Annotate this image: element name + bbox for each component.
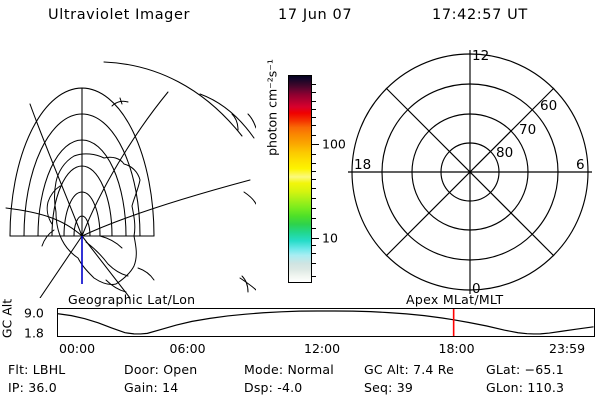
colorbar-minor-tick	[312, 263, 316, 265]
status-value: −65.1	[524, 362, 564, 377]
status-value: Normal	[287, 362, 334, 377]
orbit-altitude-curve-svg	[58, 309, 594, 336]
status-value: 110.3	[527, 380, 565, 395]
mlat-label-80: 80	[496, 145, 513, 161]
orbit-altitude-plot[interactable]: GC Alt 9.0 1.8	[0, 299, 600, 341]
status-label: Mode:	[244, 362, 288, 377]
status-field-gain: Gain: 14	[124, 380, 178, 395]
header-bar: Ultraviolet Imager 17 Jun 07 17:42:57 UT	[0, 4, 600, 30]
mlt-label-6: 6	[576, 157, 585, 173]
colorbar-minor-tick	[312, 228, 316, 230]
status-value: 7.4 Re	[413, 362, 454, 377]
mlat-ring-labels: 60 70 80	[496, 98, 557, 161]
status-value: 14	[162, 380, 179, 395]
status-value: -4.0	[277, 380, 303, 395]
status-field-gcalt: GC Alt: 7.4 Re	[364, 362, 454, 377]
instrument-title: Ultraviolet Imager	[48, 7, 191, 23]
status-field-glon: GLon: 110.3	[486, 380, 564, 395]
coastline-outlines	[41, 97, 249, 293]
colorbar-minor-tick	[312, 197, 316, 199]
colorbar-minor-tick	[312, 108, 316, 110]
status-field-dsp: Dsp: -4.0	[244, 380, 302, 395]
status-field-glat: GLat: −65.1	[486, 362, 564, 377]
status-label: IP:	[8, 380, 29, 395]
mlt-label-0: 0	[472, 281, 481, 297]
orbit-plot-ylabel: GC Alt	[0, 298, 15, 339]
geographic-grid-outer-arcs	[103, 61, 256, 291]
colorbar-minor-tick	[312, 154, 316, 156]
status-value: 39	[396, 380, 414, 395]
geographic-panel-caption: Geographic Lat/Lon	[68, 292, 196, 307]
colorbar-gradient	[289, 76, 311, 282]
geographic-polar-plot[interactable]	[4, 40, 256, 298]
colorbar-minor-tick	[312, 253, 316, 255]
status-field-flt: Flt: LBHL	[8, 362, 65, 377]
orbit-altitude-curve	[58, 310, 594, 335]
colorbar-minor-tick	[312, 92, 316, 94]
time-axis-tick-4: 23:59	[549, 341, 586, 356]
colorbar-minor-tick	[312, 179, 316, 180]
status-field-ip: IP: 36.0	[8, 380, 57, 395]
mlat-label-60: 60	[540, 98, 557, 114]
colorbar-major-tick	[312, 237, 319, 239]
status-label: Dsp:	[244, 380, 278, 395]
mlt-spokes	[348, 50, 592, 294]
colorbar-minor-tick	[312, 244, 316, 246]
time-axis-tick-2: 12:00	[304, 341, 341, 356]
mlt-hour-labels: 12 18 6 0	[354, 48, 585, 297]
colorbar-minor-tick	[312, 207, 316, 209]
mlat-label-70: 70	[519, 122, 536, 138]
colorbar-scale[interactable]: 100 10	[288, 75, 346, 283]
status-field-mode: Mode: Normal	[244, 362, 334, 377]
observation-time: 17:42:57 UT	[432, 7, 528, 23]
status-field-door: Door: Open	[124, 362, 197, 377]
apex-mlat-mlt-plot[interactable]: 12 18 6 0 60 70 80	[344, 40, 596, 298]
colorbar-minor-tick	[312, 134, 316, 136]
colorbar-minor-tick	[312, 162, 316, 164]
status-label: GLat:	[486, 362, 525, 377]
observation-date: 17 Jun 07	[278, 7, 353, 23]
colorbar-minor-tick	[312, 117, 316, 119]
intensity-colorbar[interactable]: photon cm⁻²s⁻¹ 100 10	[258, 50, 346, 295]
mlt-panel-caption: Apex MLat/MLT	[406, 292, 504, 307]
colorbar-minor-tick	[312, 84, 316, 86]
colorbar-minor-tick	[312, 170, 316, 172]
status-value: Open	[163, 362, 198, 377]
status-field-grid: Flt: LBHL IP: 36.0 Door: Open Gain: 14 Mode:…	[0, 362, 600, 400]
colorbar-minor-tick	[312, 125, 316, 127]
status-value: LBHL	[32, 362, 66, 377]
orbit-ytick-min: 1.8	[24, 325, 44, 341]
mlt-dial-svg: 12 18 6 0 60 70 80	[348, 48, 592, 297]
status-label: Door:	[124, 362, 164, 377]
status-label: Seq:	[364, 380, 397, 395]
time-axis-tick-3: 18:00	[438, 341, 475, 356]
colorbar-tick-label: 100	[322, 136, 346, 152]
mlt-label-12: 12	[472, 48, 489, 64]
colorbar-minor-tick	[312, 188, 316, 190]
colorbar-minor-tick	[312, 100, 316, 102]
colorbar-tick-label: 10	[322, 230, 338, 246]
mlt-spoke-9-21	[385, 87, 555, 257]
status-field-seq: Seq: 39	[364, 380, 413, 395]
colorbar-minor-tick	[312, 275, 316, 277]
colorbar-axis-title: photon cm⁻²s⁻¹	[264, 59, 280, 156]
time-axis-tick-0: 00:00	[59, 341, 96, 356]
orbit-plot-frame	[57, 308, 595, 337]
colorbar-major-tick	[312, 143, 319, 145]
time-axis: 00:00 06:00 12:00 18:00 23:59	[0, 341, 600, 357]
status-label: Gain:	[124, 380, 163, 395]
status-value: 36.0	[28, 380, 57, 395]
orbit-ytick-max: 9.0	[24, 305, 44, 321]
time-axis-tick-1: 06:00	[169, 341, 206, 356]
status-label: Flt:	[8, 362, 33, 377]
geographic-projection-svg	[5, 61, 256, 298]
colorbar-minor-tick	[312, 218, 316, 220]
status-label: GC Alt:	[364, 362, 414, 377]
mlt-label-18: 18	[354, 157, 371, 173]
status-label: GLon:	[486, 380, 528, 395]
